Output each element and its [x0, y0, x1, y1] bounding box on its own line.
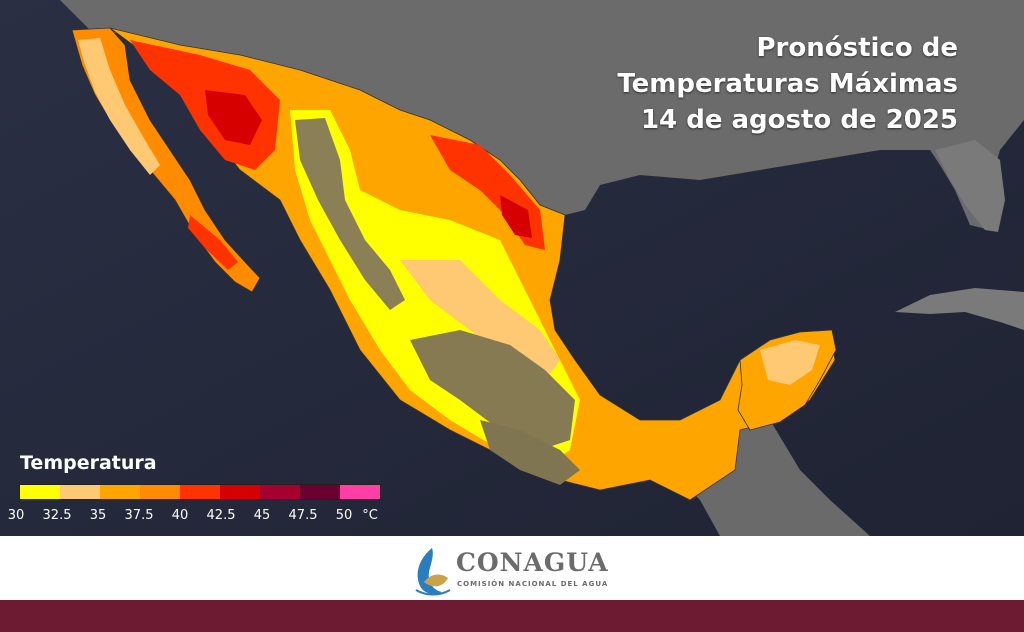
legend-label: 50 [335, 508, 353, 523]
legend-label: 45 [253, 508, 271, 523]
logo-subtitle: COMISIÓN NACIONAL DEL AGUA [457, 580, 609, 588]
florida-landmass [935, 140, 1005, 232]
light-orange-belt [400, 260, 560, 380]
nuevo-leon-core [500, 195, 532, 238]
legend-labels: 30 32.5 35 37.5 40 42.5 45 47.5 50 °C [0, 508, 420, 528]
legend-swatch [300, 485, 340, 499]
legend-swatch [60, 485, 100, 499]
yucatan-light [760, 340, 820, 385]
usa-landmass [60, 0, 1024, 230]
brand-bar [0, 600, 1024, 632]
oaxaca-terrain [480, 420, 580, 485]
baja-yellow-coast [78, 38, 160, 175]
central-terrain [410, 330, 575, 450]
legend-swatch [20, 485, 60, 499]
legend-label: 42.5 [206, 508, 236, 523]
conagua-logo-icon [415, 548, 451, 596]
legend-label: 40 [171, 508, 189, 523]
legend-color-bar [19, 484, 381, 500]
legend-label: 32.5 [42, 508, 72, 523]
baja-sur-hot [188, 215, 238, 270]
legend-unit: °C [362, 508, 378, 523]
title-line-1: Pronóstico de [756, 33, 959, 63]
legend-label: 37.5 [124, 508, 154, 523]
sierra-madre-terrain [295, 118, 405, 310]
legend-label: 30 [7, 508, 25, 523]
legend-swatch [100, 485, 140, 499]
legend-title: Temperatura [20, 452, 157, 474]
logo-name: CONAGUA [456, 548, 609, 577]
legend-swatch [140, 485, 180, 499]
title-line-3: 14 de agosto de 2025 [640, 105, 958, 135]
legend-label: 35 [89, 508, 107, 523]
legend-label: 47.5 [288, 508, 318, 523]
legend-swatch [340, 485, 380, 499]
sonora-core [205, 90, 262, 145]
legend-swatch [220, 485, 260, 499]
legend-swatch [180, 485, 220, 499]
legend-swatch [260, 485, 300, 499]
cuba-landmass [895, 288, 1024, 330]
map-title: Pronóstico de Temperaturas Máximas 14 de… [617, 30, 958, 138]
title-line-2: Temperaturas Máximas [617, 69, 958, 99]
temperature-map [0, 0, 1024, 536]
footer [0, 536, 1024, 600]
